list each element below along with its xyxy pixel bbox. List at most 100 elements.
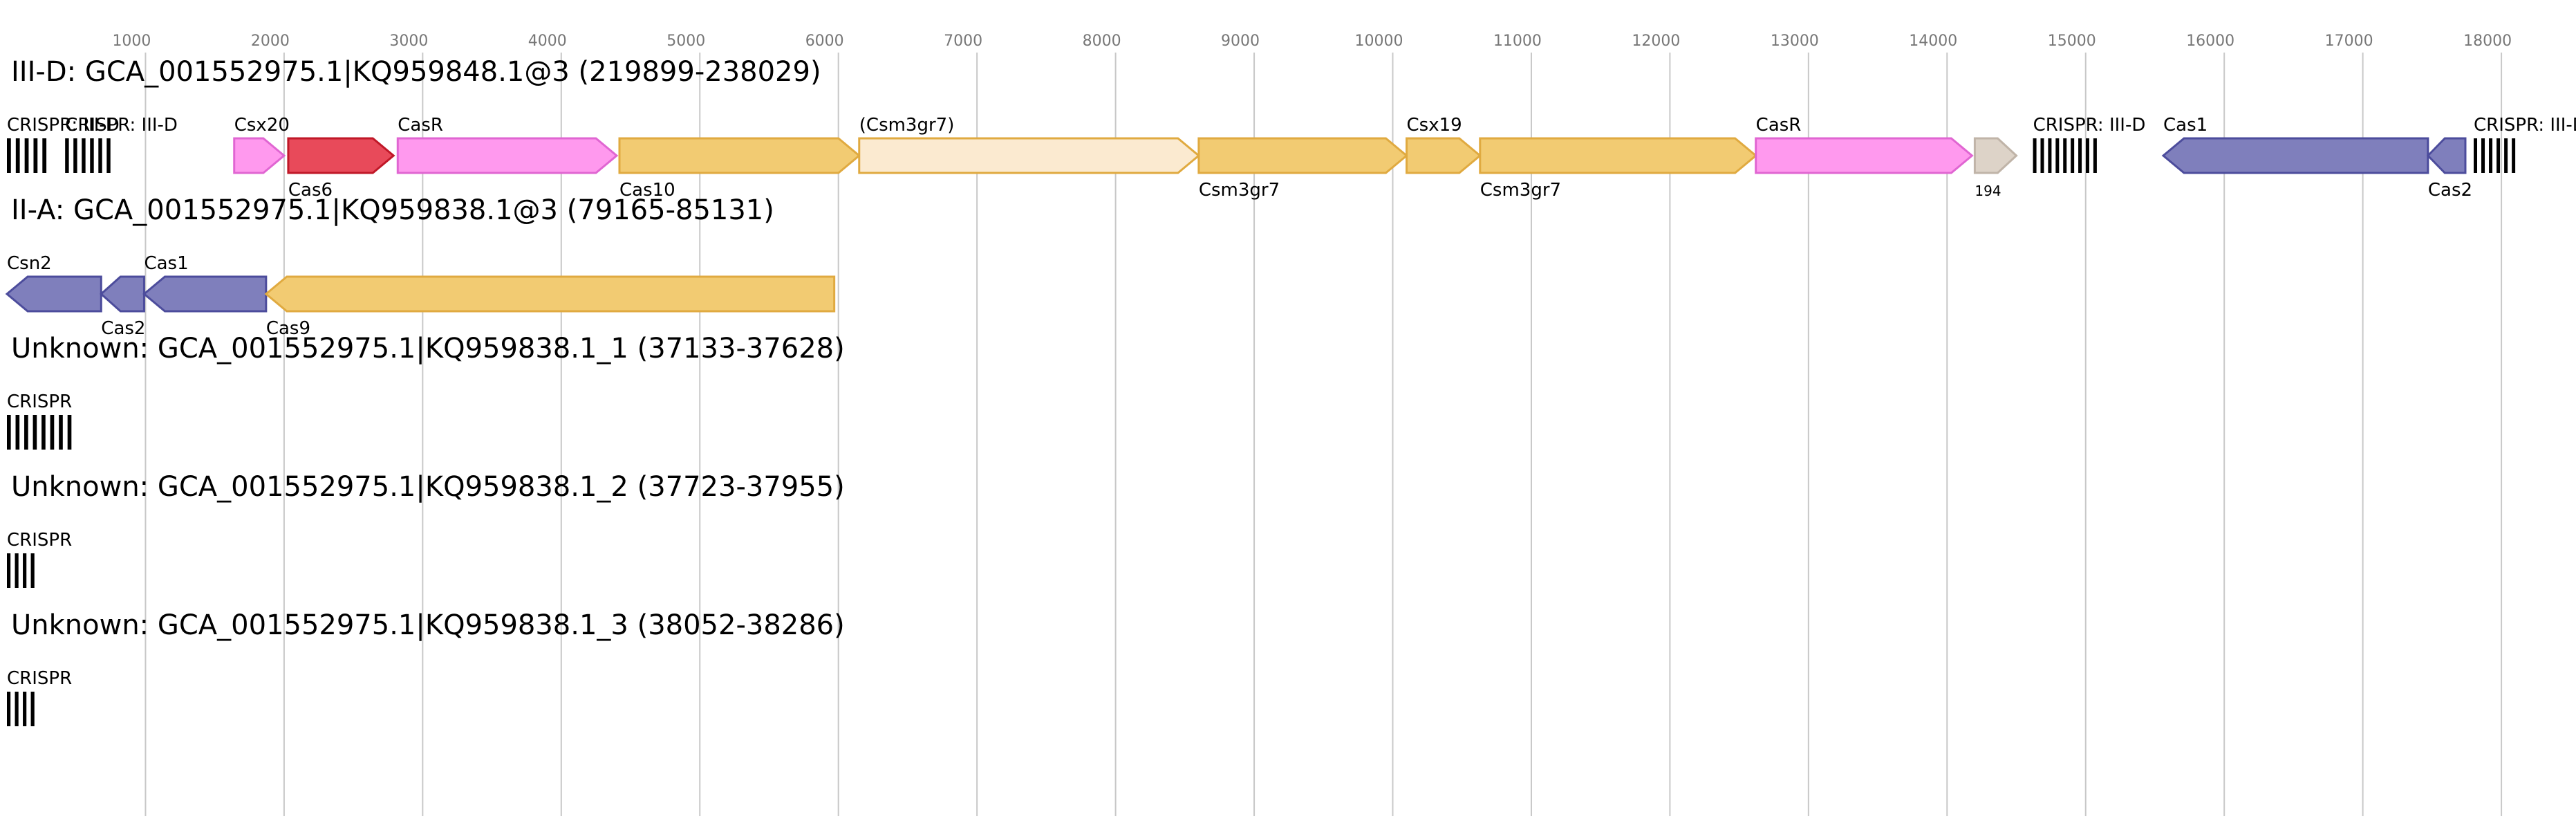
crispr-label: CRISPR [7,530,72,551]
tick-label-3000: 3000 [389,33,428,50]
crispr-repeat-bar [23,692,27,726]
crispr-repeat-bar [15,553,19,588]
tick-label-4000: 4000 [528,33,567,50]
crispr-repeat-bar [2496,138,2501,173]
crispr-label: CRISPR: III-D [2474,115,2576,136]
gene-arrow-cas1 [2161,137,2429,174]
gene-label: Cas2 [2428,180,2472,201]
gene-label: Csm3gr7 [1480,180,1561,201]
tick-label-9000: 9000 [1221,33,1260,50]
tick-label-18000: 18000 [2463,33,2512,50]
tick-label-7000: 7000 [944,33,982,50]
crispr-repeat-bar [24,138,29,173]
rows-layer: III-D: GCA_001552975.1|KQ959848.1@3 (219… [5,56,2576,726]
crispr-repeat-bar [2093,138,2097,173]
gene-label: (Csm3gr7) [859,115,955,136]
crispr-repeat-bar [67,415,72,450]
gene-arrow-casr [1755,137,1974,174]
crispr-repeat-bar [7,138,11,173]
gene-arrow-csx19 [1406,137,1482,174]
locus-row-2: II-A: GCA_001552975.1|KQ959838.1@3 (7916… [5,194,836,339]
crispr-repeat-bar [30,692,35,726]
row-title: Unknown: GCA_001552975.1|KQ959838.1_1 (3… [11,333,845,365]
gene-arrow-casr [396,137,619,174]
crispr-repeat-bar [2063,138,2067,173]
gene-arrow-csm3gr7 [1197,137,1408,174]
crispr-repeat-bar [2040,138,2044,173]
tick-label-8000: 8000 [1083,33,1121,50]
crispr-label: CRISPR [7,391,72,412]
tick-label-5000: 5000 [666,33,705,50]
gene-arrow-cas9 [264,275,836,313]
crispr-repeat-bar [41,415,46,450]
locus-row-4: Unknown: GCA_001552975.1|KQ959838.1_2 (3… [7,471,845,588]
tick-label-17000: 17000 [2325,33,2373,50]
crispr-repeat-bar [7,415,11,450]
crispr-repeat-bar [2504,138,2508,173]
gene-label: Csm3gr7 [1199,180,1280,201]
row-title: Unknown: GCA_001552975.1|KQ959838.1_2 (3… [11,471,845,503]
gene-label: CasR [1756,115,1802,136]
row-title: III-D: GCA_001552975.1|KQ959848.1@3 (219… [11,56,821,88]
crispr-repeat-bar [2481,138,2485,173]
tick-label-6000: 6000 [805,33,844,50]
gene-arrow-cas2 [100,275,145,313]
gene-arrow-csx20 [233,137,286,174]
tick-label-2000: 2000 [251,33,290,50]
crispr-repeat-bar [2048,138,2052,173]
crispr-repeat-bar [65,138,69,173]
gene-label: Cas2 [101,318,145,339]
crispr-repeat-bar [42,138,47,173]
crispr-repeat-bar [2085,138,2089,173]
crispr-repeat-bar [7,553,11,588]
gene-arrow-csm3gr7 [1479,137,1758,174]
gene-arrow-csm3gr7 [858,137,1201,174]
crispr-repeat-bar [98,138,102,173]
crispr-repeat-bar [50,415,55,450]
gene-label: Csn2 [7,253,52,274]
crispr-repeat-bar [7,692,11,726]
gene-label: 194 [1975,183,2001,199]
row-title: Unknown: GCA_001552975.1|KQ959838.1_3 (3… [11,609,845,641]
locus-row-3: Unknown: GCA_001552975.1|KQ959838.1_1 (3… [7,333,845,450]
gene-label: Cas9 [266,318,310,339]
crispr-repeat-bar [15,692,19,726]
crispr-repeat-bar [82,138,86,173]
gene-label: Cas1 [2163,115,2208,136]
grid-layer: 1000 2000 3000 4000 5000 6000 7000 8000 9000 1000… [112,33,2512,816]
tick-label-14000: 14000 [1909,33,1957,50]
tick-label-15000: 15000 [2048,33,2096,50]
crispr-repeat-bar [32,415,37,450]
crispr-repeat-bar [33,138,38,173]
crispr-repeat-bar [59,415,63,450]
tick-label-11000: 11000 [1493,33,1542,50]
tick-label-16000: 16000 [2186,33,2234,50]
tick-label-10000: 10000 [1355,33,1403,50]
crispr-repeat-bar [2512,138,2516,173]
crispr-repeat-bar [30,553,35,588]
crispr-repeat-bar [2071,138,2075,173]
crispr-repeat-bar [2489,138,2493,173]
tick-label-13000: 13000 [1771,33,1819,50]
gene-arrow-cas2 [2426,137,2467,174]
row-title: II-A: GCA_001552975.1|KQ959838.1@3 (7916… [11,194,774,226]
crispr-repeat-bar [90,138,94,173]
crispr-label: CRISPR: III-D [7,115,120,136]
crispr-repeat-bar [15,138,20,173]
crispr-repeat-bar [23,553,27,588]
gene-label: Csx19 [1407,115,1462,136]
gene-label: Cas10 [619,180,675,201]
gene-arrow-cas10 [618,137,861,174]
gene-arrow-194 [1973,137,2018,174]
crispr-label: CRISPR [7,668,72,689]
tick-label-12000: 12000 [1632,33,1680,50]
crispr-repeat-bar [24,415,28,450]
gene-arrow-cas6 [287,137,395,174]
gene-label: Cas6 [288,180,333,201]
crispr-repeat-bar [15,415,20,450]
crispr-repeat-bar [106,138,111,173]
crispr-repeat-bar [2055,138,2060,173]
gene-label: Csx20 [234,115,290,136]
locus-row-5: Unknown: GCA_001552975.1|KQ959838.1_3 (3… [7,609,845,726]
